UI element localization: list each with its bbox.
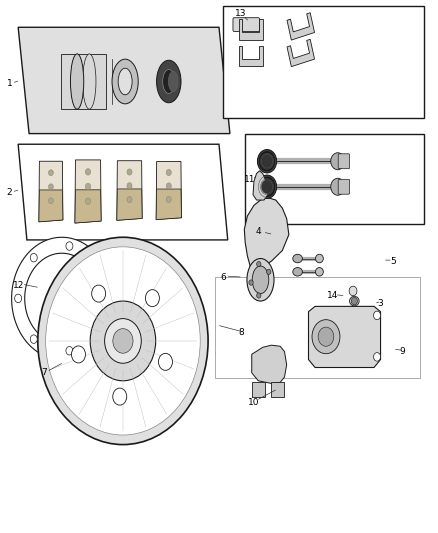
Circle shape (159, 353, 173, 370)
Ellipse shape (293, 268, 302, 276)
Circle shape (30, 335, 37, 343)
Ellipse shape (315, 254, 323, 263)
FancyBboxPatch shape (338, 179, 350, 194)
Circle shape (85, 183, 91, 190)
Circle shape (261, 155, 273, 168)
Circle shape (85, 198, 91, 204)
Circle shape (374, 311, 381, 320)
Polygon shape (117, 161, 142, 220)
Circle shape (249, 280, 253, 285)
Circle shape (46, 247, 200, 435)
Text: 6: 6 (220, 273, 226, 281)
Text: 2: 2 (7, 188, 12, 197)
Bar (223, 6, 424, 118)
Polygon shape (39, 161, 63, 222)
Circle shape (127, 183, 132, 189)
Text: 12: 12 (12, 280, 24, 289)
Circle shape (267, 269, 271, 274)
Circle shape (351, 297, 357, 305)
Text: 13: 13 (235, 10, 247, 19)
Circle shape (331, 178, 345, 195)
Circle shape (66, 346, 73, 355)
Text: 3: 3 (378, 299, 383, 308)
Ellipse shape (71, 54, 84, 109)
Ellipse shape (350, 296, 359, 306)
Text: 7: 7 (42, 368, 47, 377)
Circle shape (318, 327, 334, 346)
Text: 14: 14 (327, 291, 338, 300)
Circle shape (85, 168, 91, 175)
Circle shape (374, 353, 381, 361)
Ellipse shape (247, 259, 274, 301)
Bar (60, 54, 106, 109)
Polygon shape (18, 27, 230, 134)
Circle shape (349, 286, 357, 296)
Circle shape (105, 319, 141, 364)
Text: 11: 11 (244, 175, 255, 184)
Circle shape (258, 150, 277, 173)
Circle shape (113, 329, 133, 353)
Circle shape (166, 169, 171, 175)
Ellipse shape (293, 254, 302, 263)
Circle shape (145, 289, 159, 306)
Polygon shape (244, 197, 289, 272)
Text: 9: 9 (399, 347, 405, 356)
Bar (272, 382, 285, 397)
Circle shape (90, 301, 155, 381)
Circle shape (14, 294, 21, 303)
Circle shape (312, 320, 340, 354)
Circle shape (66, 242, 73, 251)
Polygon shape (252, 345, 287, 383)
Bar (252, 382, 265, 397)
Circle shape (331, 153, 345, 169)
Bar (245, 134, 424, 224)
Ellipse shape (83, 54, 96, 109)
Ellipse shape (252, 266, 269, 294)
Circle shape (127, 197, 132, 203)
Circle shape (49, 198, 53, 204)
Text: 1: 1 (7, 78, 12, 87)
Text: 4: 4 (255, 228, 261, 237)
Circle shape (30, 253, 37, 262)
Polygon shape (117, 189, 142, 220)
Ellipse shape (162, 69, 175, 93)
Polygon shape (156, 189, 181, 220)
Circle shape (49, 170, 53, 176)
Circle shape (113, 388, 127, 405)
Ellipse shape (168, 71, 178, 92)
FancyBboxPatch shape (338, 154, 350, 168)
Polygon shape (239, 19, 263, 40)
Text: 5: 5 (391, 257, 396, 265)
Circle shape (92, 285, 106, 302)
Polygon shape (287, 13, 314, 40)
Circle shape (71, 346, 85, 363)
Ellipse shape (315, 268, 323, 276)
Circle shape (258, 175, 277, 198)
Ellipse shape (118, 68, 132, 95)
Circle shape (127, 169, 132, 175)
Text: 10: 10 (248, 398, 260, 407)
Circle shape (166, 196, 171, 203)
Circle shape (261, 180, 273, 193)
Polygon shape (75, 190, 101, 223)
Ellipse shape (156, 60, 181, 103)
Polygon shape (253, 171, 268, 200)
Polygon shape (39, 190, 63, 222)
Polygon shape (156, 161, 181, 220)
FancyBboxPatch shape (233, 18, 260, 31)
Polygon shape (18, 144, 228, 240)
Circle shape (166, 183, 171, 189)
Text: 8: 8 (238, 328, 244, 337)
Polygon shape (287, 39, 314, 67)
Circle shape (49, 184, 53, 190)
Ellipse shape (112, 59, 138, 104)
Circle shape (257, 293, 261, 298)
Circle shape (257, 261, 261, 266)
Circle shape (38, 237, 208, 445)
Polygon shape (12, 237, 100, 360)
Polygon shape (75, 160, 101, 223)
Polygon shape (308, 306, 381, 368)
Polygon shape (239, 46, 263, 66)
